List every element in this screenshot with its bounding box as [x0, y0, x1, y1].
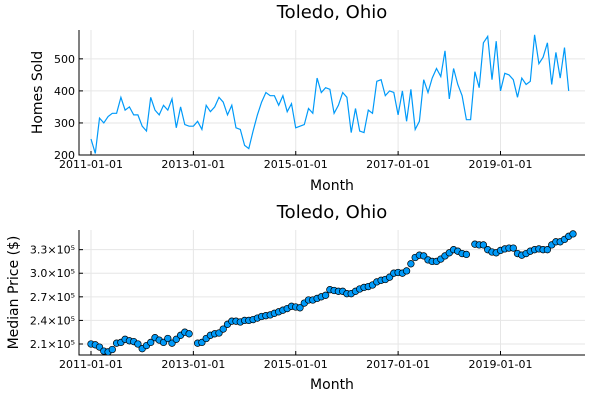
median-price-panel: 2011-01-01 2013-01-01 2015-01-01 2017-01-01… — [6, 202, 585, 393]
homes-sold-x-tick-label: 2011-01-01 — [59, 158, 123, 171]
homes-sold-x-tick-label: 2019-01-01 — [469, 158, 533, 171]
median-price-data-point — [134, 340, 142, 348]
median-price-x-tick-label: 2019-01-01 — [469, 358, 533, 371]
homes-sold-axes — [78, 30, 585, 156]
median-price-data-point — [164, 334, 172, 343]
median-price-data-point — [321, 291, 330, 299]
median-price-data-point — [219, 325, 227, 333]
homes-sold-x-tick-label: 2013-01-01 — [161, 158, 225, 171]
homes-sold-y-tick-label: 200 — [54, 149, 75, 162]
median-price-data-point — [569, 230, 577, 238]
median-price-x-tick-label: 2011-01-01 — [59, 358, 123, 371]
median-price-y-axis-label: Median Price ($) — [6, 236, 22, 350]
median-price-data-point — [509, 244, 517, 252]
median-price-y-tick-label: 3.0×10⁵ — [30, 267, 75, 280]
median-price-y-tick-label: 3.3×10⁵ — [30, 244, 75, 257]
homes-sold-x-axis-label: Month — [310, 178, 354, 194]
median-price-data-point — [296, 304, 304, 312]
homes-sold-y-tick-label: 500 — [54, 53, 75, 66]
homes-sold-panel: 2011-01-01 2013-01-01 2015-01-01 2017-01-01… — [30, 2, 585, 194]
median-price-data-point — [402, 267, 411, 275]
median-price-y-tick-label: 2.4×10⁵ — [30, 314, 75, 327]
median-price-y-tick-label: 2.1×10⁵ — [30, 338, 75, 351]
median-price-x-axis-label: Month — [310, 377, 354, 393]
median-price-data-point — [543, 246, 552, 254]
median-price-x-tick-label: 2013-01-01 — [161, 358, 225, 371]
median-price-data-point — [185, 330, 193, 338]
median-price-data-point — [479, 241, 488, 249]
homes-sold-y-tick-label: 400 — [54, 85, 75, 98]
homes-sold-series-line — [90, 34, 570, 154]
median-price-y-tick-label: 2.7×10⁵ — [30, 291, 75, 304]
homes-sold-x-tick-label: 2017-01-01 — [366, 158, 430, 171]
homes-sold-title: Toledo, Ohio — [276, 2, 388, 23]
homes-sold-y-tick-label: 300 — [54, 117, 75, 130]
median-price-axes — [78, 230, 585, 356]
homes-sold-x-tick-label: 2015-01-01 — [264, 158, 328, 171]
homes-sold-y-axis-label: Homes Sold — [30, 51, 46, 134]
median-price-data-point — [407, 260, 415, 268]
median-price-data-point — [108, 345, 116, 354]
median-price-x-tick-label: 2017-01-01 — [366, 358, 430, 371]
median-price-data-point — [147, 338, 155, 347]
median-price-title: Toledo, Ohio — [276, 202, 388, 223]
median-price-data-point — [462, 250, 471, 259]
median-price-x-tick-label: 2015-01-01 — [264, 358, 328, 371]
